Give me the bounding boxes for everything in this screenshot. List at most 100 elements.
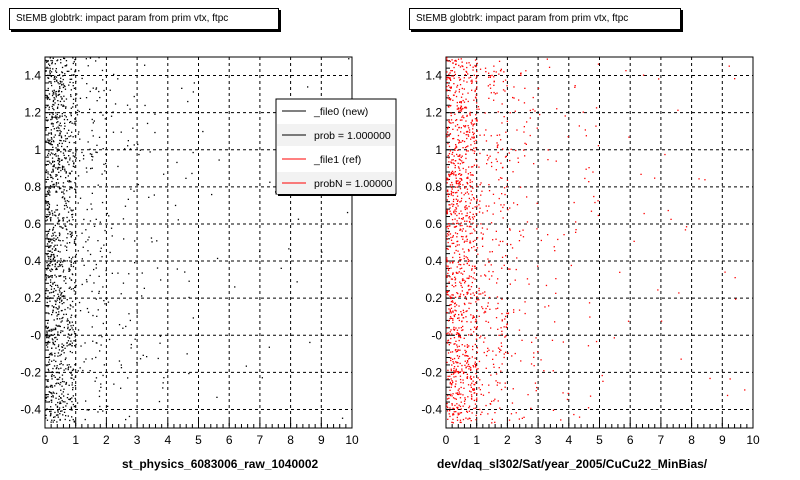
scatter-point — [473, 137, 475, 139]
scatter-point — [513, 97, 515, 99]
scatter-point — [61, 346, 63, 348]
scatter-point — [465, 120, 467, 122]
scatter-point — [463, 132, 465, 134]
scatter-point — [74, 315, 76, 317]
scatter-point — [465, 316, 467, 318]
scatter-point — [60, 297, 62, 299]
scatter-point — [74, 364, 76, 366]
scatter-point — [449, 318, 451, 320]
scatter-point — [51, 419, 53, 421]
scatter-point — [492, 350, 494, 352]
scatter-point — [104, 118, 106, 120]
scatter-point — [48, 63, 50, 65]
scatter-point — [462, 353, 464, 356]
scatter-point — [64, 308, 66, 311]
scatter-point — [479, 379, 481, 381]
scatter-point — [491, 74, 493, 77]
scatter-point — [50, 82, 52, 84]
scatter-point — [66, 70, 68, 72]
scatter-point — [451, 421, 453, 423]
scatter-point — [533, 163, 535, 165]
scatter-point — [92, 340, 94, 342]
scatter-point — [468, 77, 470, 79]
scatter-point — [65, 157, 67, 159]
scatter-point — [101, 201, 104, 204]
scatter-point — [501, 193, 503, 195]
scatter-point — [69, 350, 71, 353]
scatter-point — [63, 411, 66, 413]
scatter-point — [117, 165, 119, 168]
scatter-point — [514, 352, 516, 355]
scatter-point — [454, 164, 456, 167]
scatter-point — [508, 419, 511, 421]
scatter-point — [585, 168, 587, 170]
scatter-point — [540, 359, 542, 361]
scatter-point — [494, 93, 497, 95]
scatter-point — [85, 400, 87, 402]
scatter-point — [91, 167, 93, 169]
scatter-point — [476, 299, 478, 301]
scatter-point — [46, 236, 48, 238]
scatter-point — [460, 311, 462, 313]
scatter-point — [51, 180, 53, 183]
scatter-point — [489, 251, 491, 253]
scatter-point — [457, 406, 459, 409]
scatter-point — [476, 198, 478, 201]
scatter-point — [453, 370, 455, 372]
scatter-point — [62, 240, 64, 242]
scatter-point — [462, 238, 464, 240]
scatter-point — [70, 279, 73, 281]
scatter-point — [73, 331, 76, 333]
scatter-point — [45, 417, 47, 419]
scatter-point — [507, 352, 509, 354]
scatter-point — [72, 219, 74, 221]
scatter-point — [129, 148, 132, 150]
x-tick-label: 1 — [473, 433, 480, 447]
scatter-point — [54, 78, 56, 80]
scatter-point — [595, 107, 598, 109]
scatter-point — [50, 288, 53, 290]
scatter-point — [70, 366, 72, 368]
scatter-point — [346, 211, 349, 214]
scatter-point — [448, 153, 451, 155]
scatter-point — [48, 204, 51, 206]
scatter-point — [49, 245, 51, 247]
scatter-point — [63, 166, 65, 168]
scatter-point — [474, 123, 476, 125]
scatter-point — [449, 309, 451, 311]
scatter-point — [492, 193, 495, 195]
scatter-point — [50, 261, 52, 263]
scatter-point — [62, 261, 64, 263]
scatter-point — [62, 78, 64, 81]
scatter-point — [45, 396, 47, 398]
scatter-point — [472, 240, 474, 243]
scatter-point — [475, 65, 477, 68]
scatter-point — [468, 216, 471, 218]
scatter-point — [456, 361, 458, 363]
scatter-point — [460, 127, 462, 129]
scatter-point — [68, 334, 70, 336]
scatter-point — [454, 73, 456, 76]
scatter-point — [457, 414, 459, 416]
scatter-point — [72, 256, 74, 258]
scatter-point — [495, 308, 497, 310]
scatter-point — [468, 62, 470, 64]
scatter-point — [449, 90, 451, 92]
scatter-point — [452, 205, 454, 207]
scatter-point — [446, 199, 448, 201]
scatter-point — [61, 410, 63, 412]
scatter-point — [49, 211, 51, 214]
scatter-point — [52, 234, 55, 236]
scatter-point — [448, 281, 450, 283]
scatter-point — [77, 175, 80, 177]
scatter-point — [50, 258, 52, 260]
scatter-point — [456, 329, 459, 331]
scatter-point — [74, 182, 76, 184]
scatter-point — [457, 292, 459, 295]
scatter-point — [54, 327, 57, 330]
scatter-point — [504, 156, 507, 158]
scatter-point — [446, 259, 448, 262]
scatter-point — [468, 417, 470, 419]
scatter-point — [81, 283, 83, 286]
scatter-point — [498, 197, 500, 200]
